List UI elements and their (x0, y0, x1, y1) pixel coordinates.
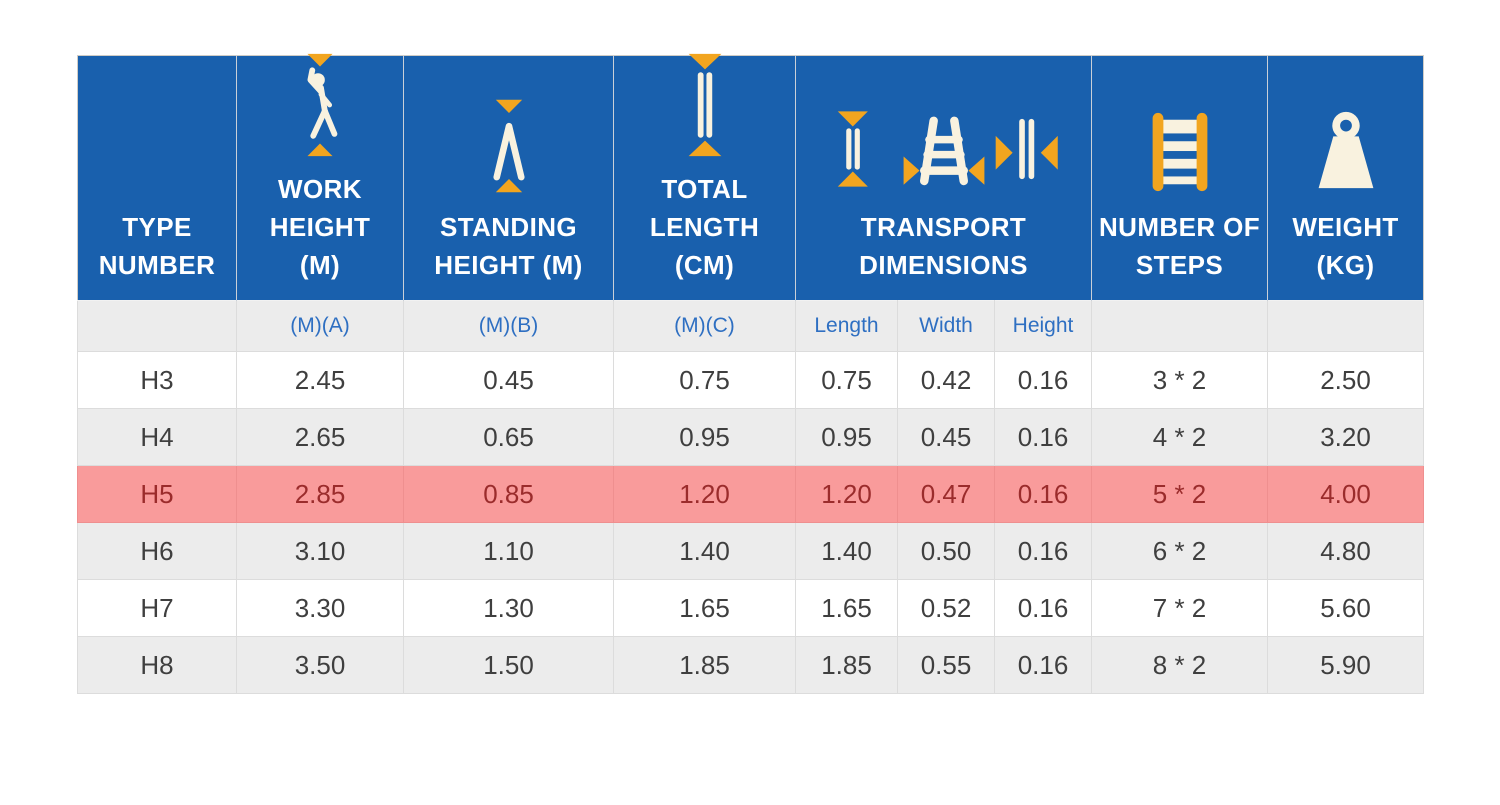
header-label-weight: WEIGHT (KG) (1292, 212, 1399, 280)
cell-steps: 3 * 2 (1091, 351, 1269, 409)
cell-standing-height: 1.30 (403, 579, 614, 637)
cell-work-height: 2.85 (236, 465, 404, 523)
cell-transport-width: 0.52 (897, 579, 995, 637)
table-row: H6 3.10 1.10 1.40 1.40 0.50 0.16 6 * 2 4… (77, 522, 1425, 580)
cell-weight: 4.00 (1267, 465, 1425, 523)
weight-icon (1302, 106, 1390, 196)
cell-total-length: 1.40 (613, 522, 796, 580)
cell-steps: 6 * 2 (1091, 522, 1269, 580)
cell-type: H3 (77, 351, 237, 409)
cell-transport-width: 0.55 (897, 636, 995, 694)
table-row: H4 2.65 0.65 0.95 0.95 0.45 0.16 4 * 2 3… (77, 408, 1425, 466)
table-row: H8 3.50 1.50 1.85 1.85 0.55 0.16 8 * 2 5… (77, 636, 1425, 694)
transport-dimensions-icon (815, 102, 1073, 196)
cell-work-height: 3.10 (236, 522, 404, 580)
cell-standing-height: 0.65 (403, 408, 614, 466)
cell-transport-width: 0.42 (897, 351, 995, 409)
cell-transport-height: 0.16 (993, 636, 1093, 694)
subheader-steps (1091, 300, 1269, 352)
cell-steps: 5 * 2 (1091, 465, 1269, 523)
cell-weight: 2.50 (1267, 351, 1425, 409)
header-weight: WEIGHT (KG) (1267, 55, 1424, 301)
header-number-of-steps: NUMBER OF STEPS (1091, 55, 1269, 301)
cell-work-height: 3.30 (236, 579, 404, 637)
cell-transport-width: 0.50 (897, 522, 995, 580)
subheader-row: (M)(A) (M)(B) (M)(C) Length Width Height (77, 300, 1425, 352)
cell-standing-height: 0.45 (403, 351, 614, 409)
cell-transport-length: 1.65 (795, 579, 898, 637)
cell-transport-width: 0.47 (897, 465, 995, 523)
cell-standing-height: 1.10 (403, 522, 614, 580)
cell-total-length: 1.20 (613, 465, 796, 523)
subheader-transport-length: Length (795, 300, 898, 352)
header-label-number-of-steps: NUMBER OF STEPS (1098, 212, 1261, 280)
steps-ladder-icon (1136, 108, 1224, 196)
subheader-transport-width: Width (897, 300, 995, 352)
table-row: H7 3.30 1.30 1.65 1.65 0.52 0.16 7 * 2 5… (77, 579, 1425, 637)
cell-steps: 4 * 2 (1091, 408, 1269, 466)
header-label-work-height: WORK HEIGHT (M) (269, 174, 371, 280)
cell-transport-height: 0.16 (993, 351, 1093, 409)
header-work-height: WORK HEIGHT (M) (236, 53, 404, 301)
cell-standing-height: 0.85 (403, 465, 614, 523)
total-length-icon (671, 52, 739, 158)
cell-weight: 5.90 (1267, 636, 1425, 694)
header-row: TYPE NUMBER (77, 53, 1424, 301)
subheader-total-length: (M)(C) (613, 300, 796, 352)
cell-transport-length: 1.40 (795, 522, 898, 580)
subheader-transport-height: Height (993, 300, 1093, 352)
header-label-standing-height: STANDING HEIGHT (M) (434, 212, 583, 280)
cell-type: H5 (77, 465, 237, 523)
cell-type: H7 (77, 579, 237, 637)
header-label-type-number: TYPE NUMBER (98, 212, 216, 280)
header-transport-dimensions: TRANSPORT DIMENSIONS (795, 55, 1093, 301)
header-label-transport-dimensions: TRANSPORT DIMENSIONS (859, 212, 1028, 280)
table-row: H3 2.45 0.45 0.75 0.75 0.42 0.16 3 * 2 2… (77, 351, 1425, 409)
subheader-standing-height: (M)(B) (403, 300, 614, 352)
cell-weight: 4.80 (1267, 522, 1425, 580)
cell-transport-height: 0.16 (993, 579, 1093, 637)
cell-total-length: 0.75 (613, 351, 796, 409)
work-height-icon (286, 52, 354, 158)
header-label-total-length: TOTAL LENGTH (CM) (649, 174, 760, 280)
cell-weight: 5.60 (1267, 579, 1425, 637)
cell-total-length: 1.85 (613, 636, 796, 694)
cell-transport-length: 0.75 (795, 351, 898, 409)
cell-total-length: 1.65 (613, 579, 796, 637)
cell-type: H6 (77, 522, 237, 580)
cell-total-length: 0.95 (613, 408, 796, 466)
cell-standing-height: 1.50 (403, 636, 614, 694)
cell-work-height: 2.45 (236, 351, 404, 409)
cell-weight: 3.20 (1267, 408, 1425, 466)
cell-transport-height: 0.16 (993, 465, 1093, 523)
cell-steps: 8 * 2 (1091, 636, 1269, 694)
subheader-work-height: (M)(A) (236, 300, 404, 352)
header-type-number: TYPE NUMBER (77, 55, 237, 301)
cell-transport-height: 0.16 (993, 522, 1093, 580)
table-row-highlighted: H5 2.85 0.85 1.20 1.20 0.47 0.16 5 * 2 4… (77, 465, 1425, 523)
subheader-weight (1267, 300, 1425, 352)
cell-work-height: 3.50 (236, 636, 404, 694)
cell-type: H4 (77, 408, 237, 466)
cell-transport-width: 0.45 (897, 408, 995, 466)
cell-transport-length: 0.95 (795, 408, 898, 466)
subheader-type (77, 300, 237, 352)
header-standing-height: STANDING HEIGHT (M) (403, 55, 614, 301)
cell-transport-height: 0.16 (993, 408, 1093, 466)
cell-work-height: 2.65 (236, 408, 404, 466)
cell-type: H8 (77, 636, 237, 694)
cell-steps: 7 * 2 (1091, 579, 1269, 637)
ladder-spec-table: TYPE NUMBER (77, 53, 1425, 694)
standing-height-icon (476, 96, 542, 196)
cell-transport-length: 1.85 (795, 636, 898, 694)
header-total-length: TOTAL LENGTH (CM) (613, 53, 796, 301)
cell-transport-length: 1.20 (795, 465, 898, 523)
